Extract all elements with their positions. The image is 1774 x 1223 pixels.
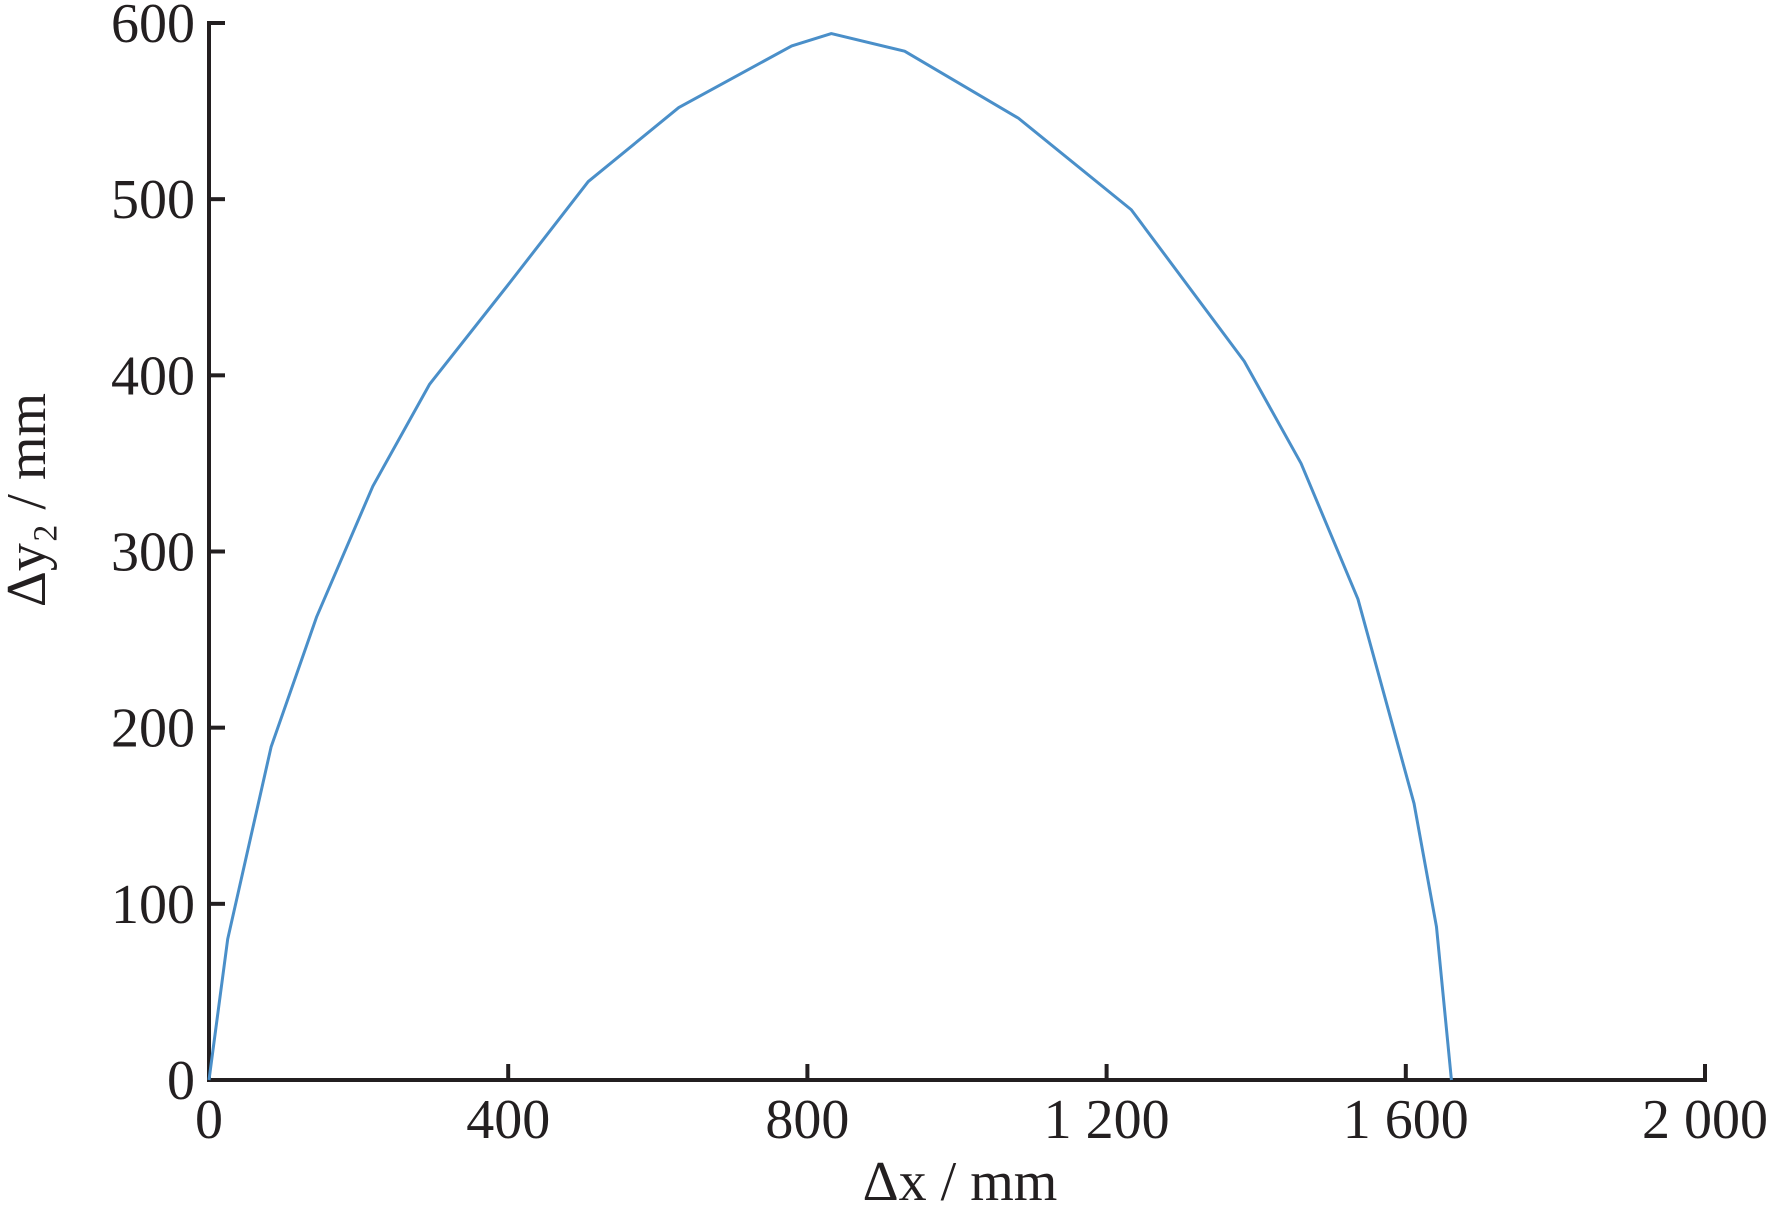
y-tick-label: 400: [111, 345, 195, 407]
y-tick-label: 300: [111, 522, 195, 584]
x-tick-label: 0: [195, 1089, 223, 1151]
x-axis-label: Δx / mm: [863, 1151, 1058, 1213]
y-axis-label: Δy₂ / mm: [0, 393, 58, 607]
x-tick-label: 1 200: [1044, 1089, 1170, 1151]
y-tick-label: 600: [111, 0, 195, 55]
x-tick-label: 800: [765, 1089, 849, 1151]
x-tick-label: 2 000: [1642, 1089, 1768, 1151]
y-tick-label: 100: [111, 874, 195, 936]
x-tick-label: 1 600: [1343, 1089, 1469, 1151]
y-tick-label: 0: [167, 1050, 195, 1112]
y-tick-label: 200: [111, 698, 195, 760]
x-tick-label: 400: [466, 1089, 550, 1151]
data-line: [207, 32, 1453, 1081]
y-tick-label: 500: [111, 169, 195, 231]
